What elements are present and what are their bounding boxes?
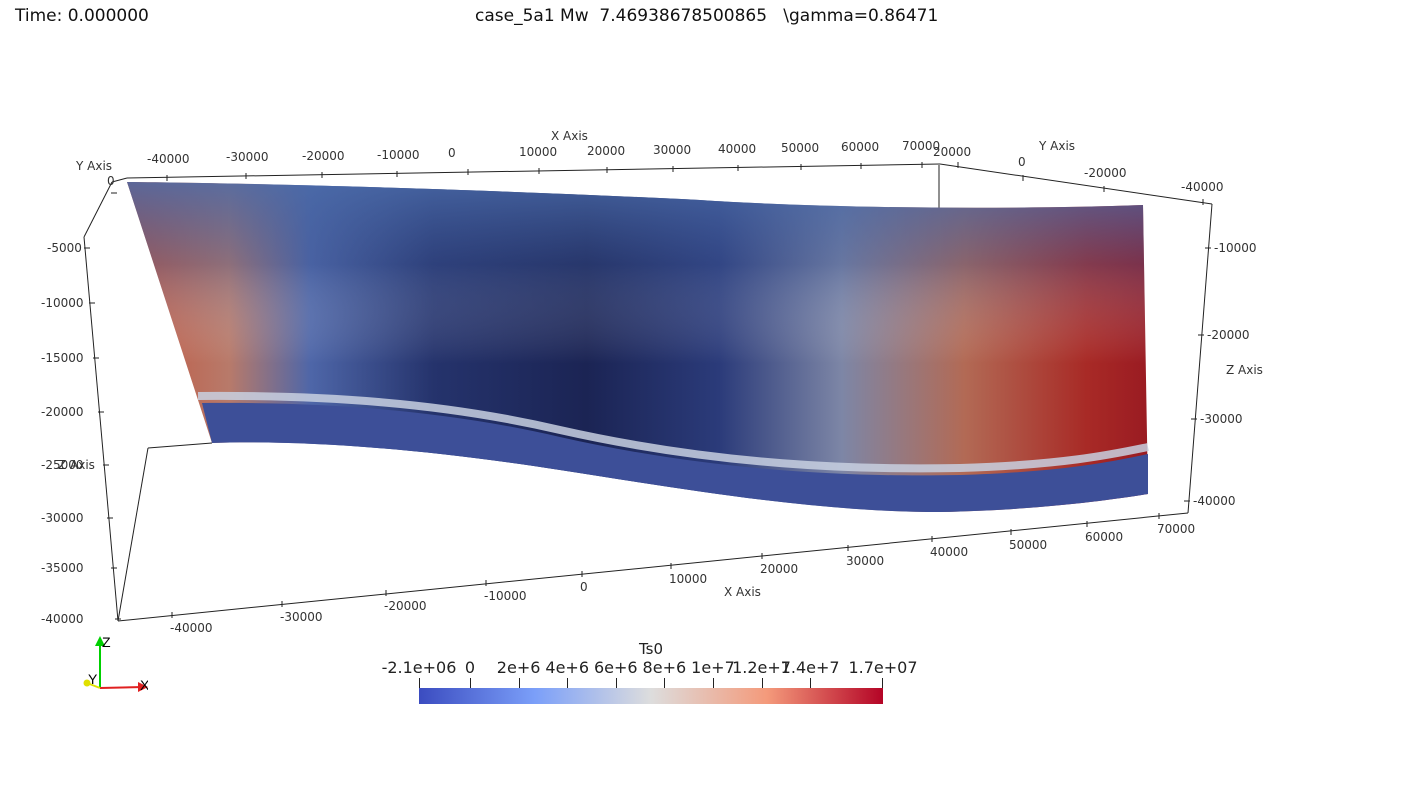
x-tick-top: 40000: [718, 142, 756, 156]
x-axis-title-top: X Axis: [551, 129, 588, 143]
x-tick-bottom: -30000: [280, 610, 323, 624]
z-axis-title-right: Z Axis: [1226, 363, 1263, 377]
colorbar-tick-label: 2e+6: [496, 658, 541, 677]
x-tick-top: 70000: [902, 139, 940, 153]
z-tick-left: -5000: [47, 241, 82, 255]
x-tick-bottom: 20000: [760, 562, 798, 576]
colorbar-tick: [567, 678, 569, 688]
colorbar-tick: [712, 678, 714, 688]
orientation-axes-widget: Z Y X: [83, 634, 148, 693]
colorbar-tick-label: 0: [464, 658, 476, 677]
z-tick-left: -30000: [41, 511, 84, 525]
colorbar-tick-label: 6e+6: [593, 658, 638, 677]
y-axis-title-right: Y Axis: [1038, 139, 1075, 153]
x-tick-bottom: 30000: [846, 554, 884, 568]
z-tick-right: -20000: [1207, 328, 1250, 342]
x-tick-top: 50000: [781, 141, 819, 155]
x-tick-top: 60000: [841, 140, 879, 154]
z-tick-right: -10000: [1214, 241, 1257, 255]
z-axis-title-left: Z Axis: [58, 458, 95, 472]
colorbar-tick-label: 1.7e+07: [848, 658, 918, 677]
colorbar-tick: [470, 678, 472, 688]
y-arrow-head: [83, 679, 91, 687]
x-tick-top: 30000: [653, 143, 691, 157]
x-tick-bottom: -40000: [170, 621, 213, 635]
colorbar-tick-label: 1e+7: [691, 658, 735, 677]
colorbar-tick-label: 1.4e+7: [780, 658, 840, 677]
y-tick-right: -40000: [1181, 180, 1224, 194]
y-tick-right: 20000: [933, 145, 971, 159]
x-tick-top: -10000: [377, 148, 420, 162]
z-tick-left: -20000: [41, 405, 84, 419]
x-tick-top: -20000: [302, 149, 345, 163]
x-tick-bottom: 50000: [1009, 538, 1047, 552]
x-axis-title-bottom: X Axis: [724, 585, 761, 599]
x-tick-top: 0: [448, 146, 456, 160]
x-tick-top: -40000: [147, 152, 190, 166]
x-tick-bottom: 0: [580, 580, 588, 594]
x-arrow-head: [138, 682, 148, 692]
z-arrow-head: [95, 636, 105, 646]
z-tick-left: -10000: [41, 296, 84, 310]
plot-title: case_5a1 Mw 7.46938678500865 \gamma=0.86…: [475, 6, 939, 26]
z-tick-left: -40000: [41, 612, 84, 626]
colorbar: Ts0 -2.1e+06 0 2e+6 4e+6 6e+6 8e+6 1e+7 1.2e+7 1…: [382, 640, 918, 720]
colorbar-tick: [664, 678, 666, 688]
time-label: Time: 0.000000: [15, 6, 149, 26]
x-axis-arrow: [99, 686, 145, 689]
x-tick-bottom: 60000: [1085, 530, 1123, 544]
y-label: Y: [88, 671, 98, 687]
x-tick-bottom: -20000: [384, 599, 427, 613]
y-tick-left: 0: [107, 174, 115, 188]
x-tick-top: 10000: [519, 145, 557, 159]
axis-ticks: -40000 -30000 -20000 -10000 0 10000 20000 30000…: [41, 139, 1257, 635]
colorbar-tick: [810, 678, 812, 688]
colorbar-tick: [518, 678, 520, 688]
colorbar-tick-label: 1.2e+7: [732, 658, 791, 677]
x-tick-top: -30000: [226, 150, 269, 164]
colorbar-tick: [882, 678, 883, 688]
z-tick-right: -40000: [1193, 494, 1236, 508]
y-axis-title-left: Y Axis: [75, 159, 112, 173]
y-tick-right: 0: [1018, 155, 1026, 169]
colorbar-title: Ts0: [638, 640, 664, 658]
x-tick-bottom: 10000: [669, 572, 707, 586]
z-tick-right: -30000: [1200, 412, 1243, 426]
z-tick-left: -25000: [41, 458, 84, 472]
colorbar-gradient: [419, 688, 883, 704]
x-tick-top: 20000: [587, 144, 625, 158]
colorbar-tick-label: -2.1e+06: [381, 658, 457, 677]
z-tick-left: -15000: [41, 351, 84, 365]
x-label: X: [140, 677, 148, 693]
colorbar-tick: [615, 678, 617, 688]
colorbar-tick-label: 8e+6: [642, 658, 687, 677]
colorbar-tick: [761, 678, 763, 688]
x-tick-bottom: -10000: [484, 589, 527, 603]
y-tick-right: -20000: [1084, 166, 1127, 180]
fault-surface: [127, 182, 1149, 512]
z-tick-left: -35000: [41, 561, 84, 575]
colorbar-tick-label: 4e+6: [545, 658, 589, 677]
x-tick-bottom: 70000: [1157, 522, 1195, 536]
bounding-box: [83, 163, 1213, 622]
colorbar-tick: [419, 678, 420, 688]
x-tick-bottom: 40000: [930, 545, 968, 559]
z-label: Z: [102, 634, 111, 650]
